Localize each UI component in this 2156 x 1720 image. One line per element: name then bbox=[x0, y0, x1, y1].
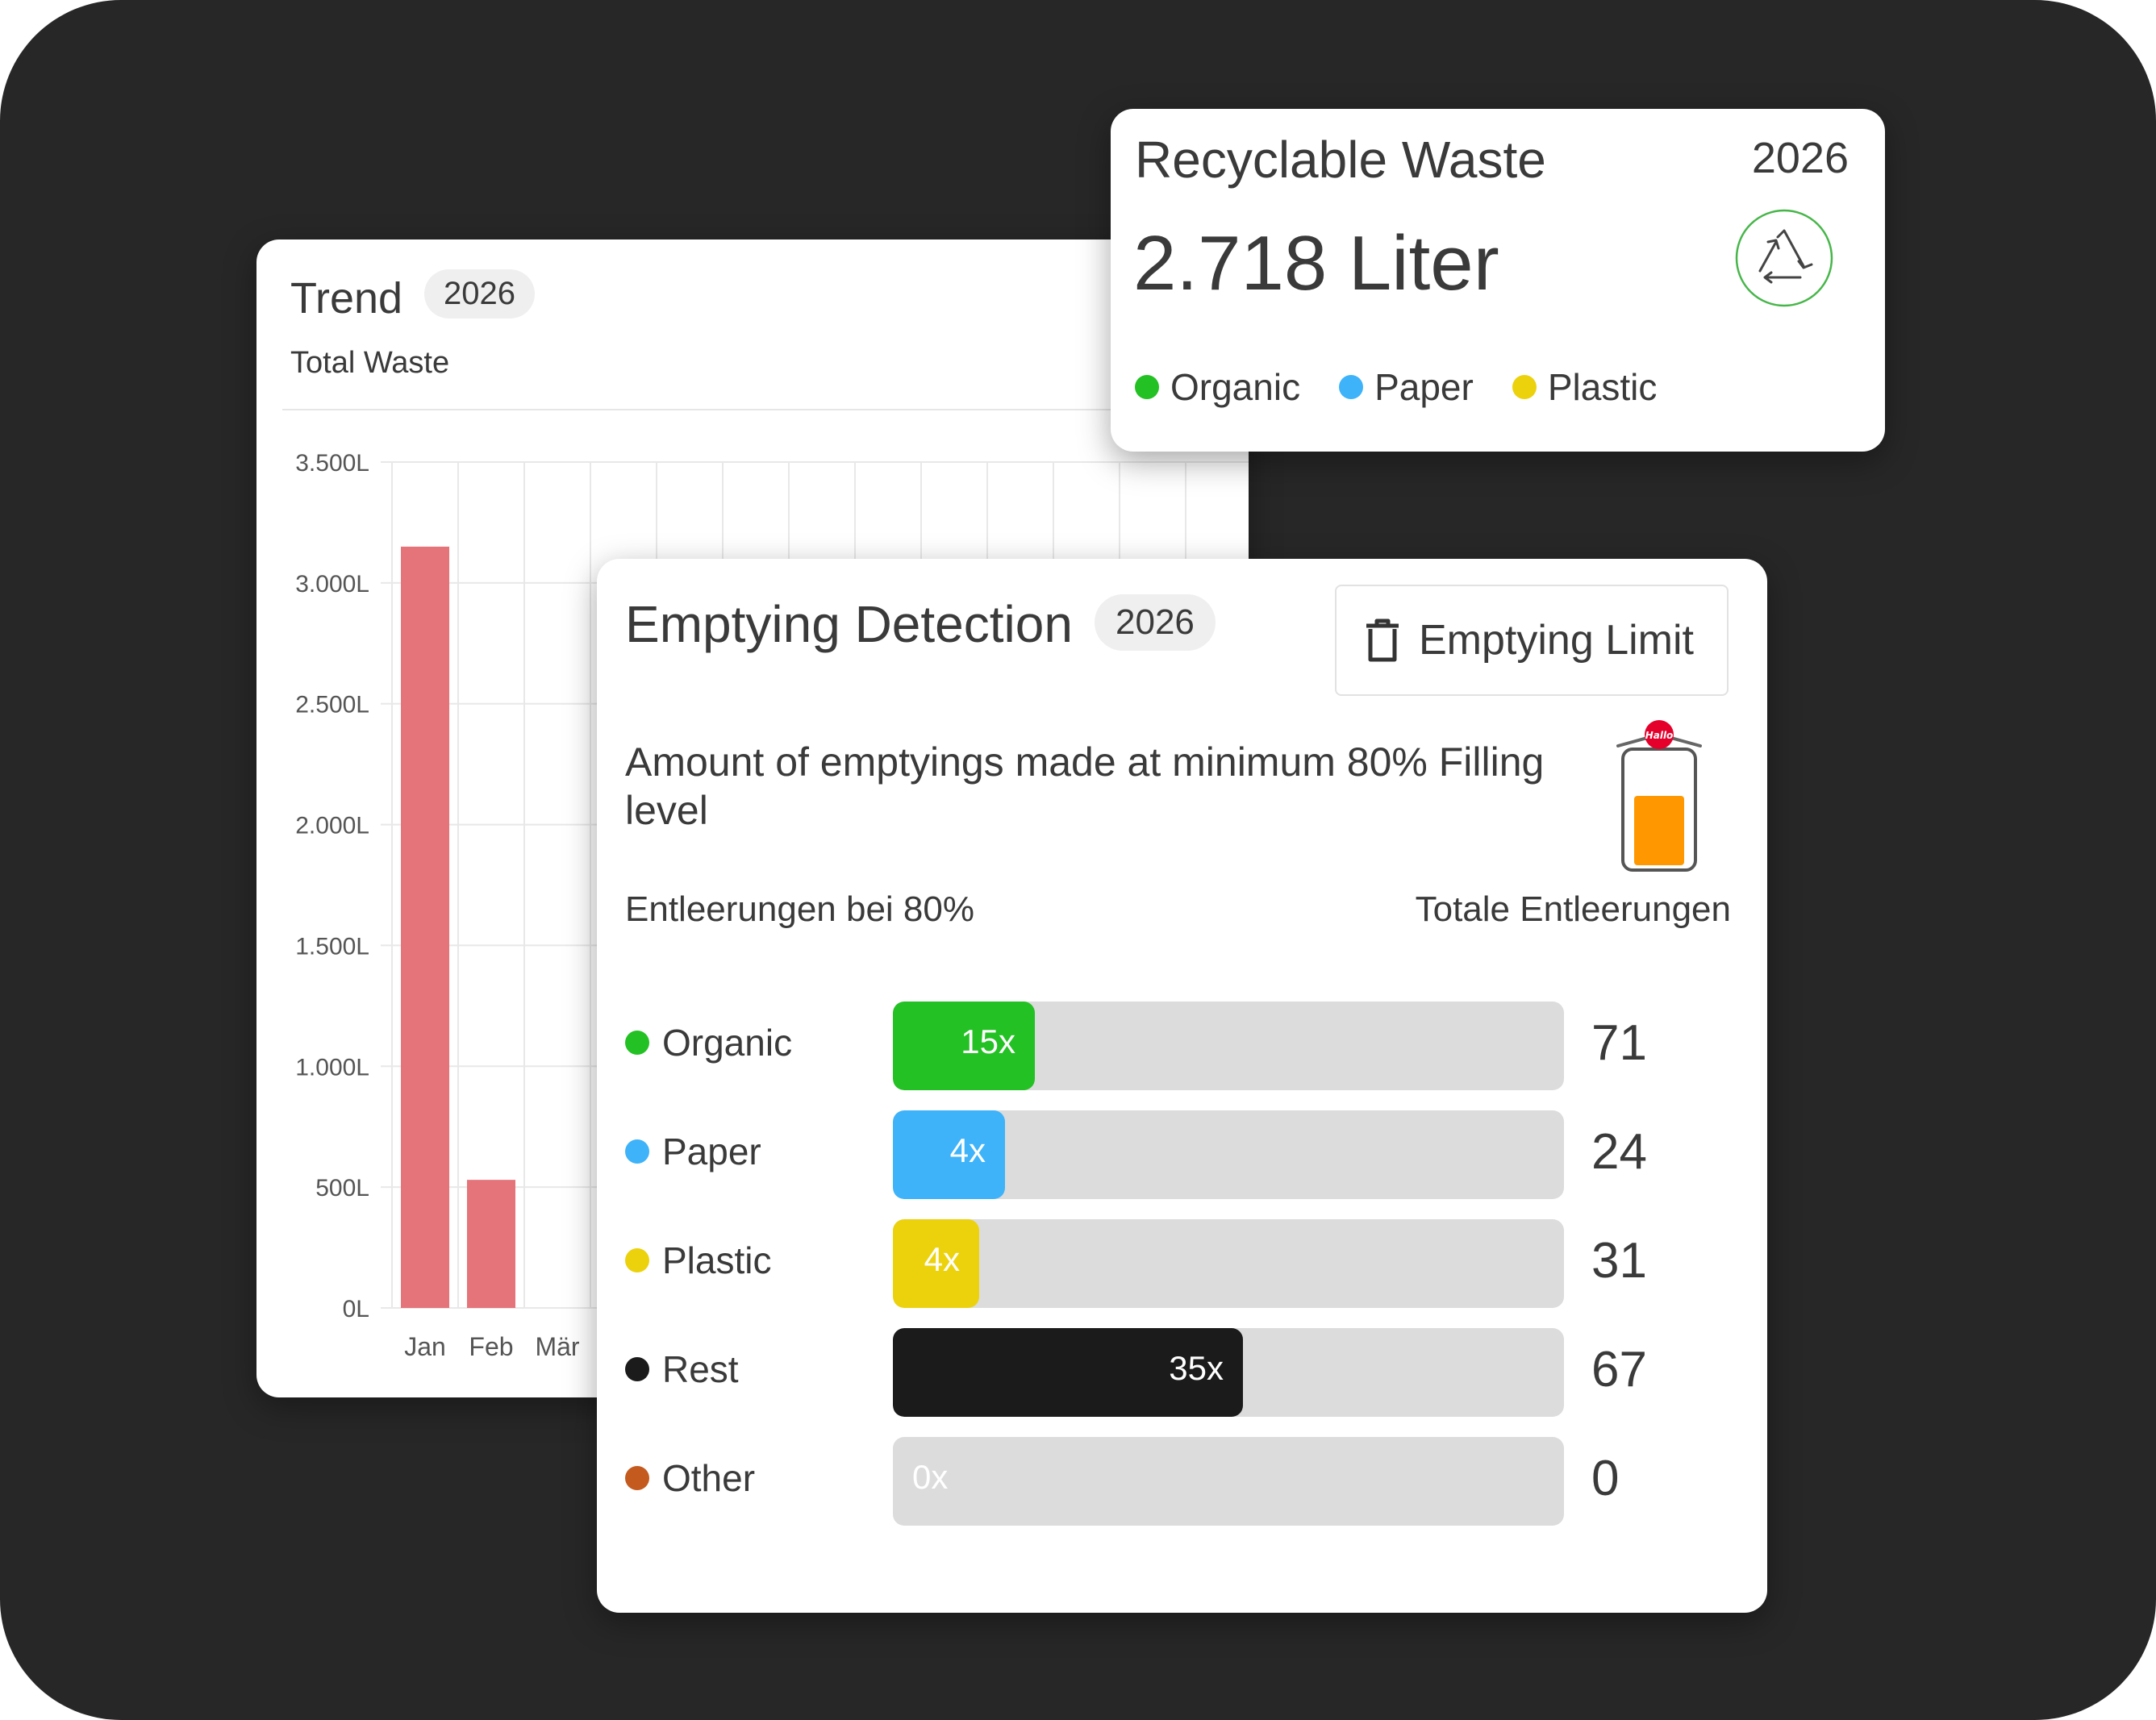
progress-fill bbox=[893, 1002, 1035, 1090]
row-label: Other bbox=[625, 1456, 755, 1500]
paper-dot bbox=[1339, 375, 1364, 399]
y-tick-label: 500L bbox=[315, 1175, 369, 1202]
emptying-row-plastic: Plastic 4x 31 bbox=[625, 1219, 1738, 1310]
row-dot bbox=[625, 1357, 649, 1381]
legend-item-plastic: Plastic bbox=[1512, 365, 1657, 409]
row-label-text: Rest bbox=[662, 1348, 739, 1390]
emptying-row-other: Other 0x 0 bbox=[625, 1437, 1738, 1527]
emptying-description: Amount of emptyings made at minimum 80% … bbox=[625, 739, 1545, 833]
trend-bar[interactable] bbox=[401, 546, 449, 1308]
recyclable-legend: Organic Paper Plastic bbox=[1135, 365, 1657, 409]
emptying-year-badge[interactable]: 2026 bbox=[1095, 594, 1216, 651]
progress-fill bbox=[893, 1328, 1243, 1417]
row-dot bbox=[625, 1139, 649, 1164]
recyclable-card: Recyclable Waste 2026 2.718 Liter Organi… bbox=[1111, 109, 1885, 452]
progress-count: 35x bbox=[1169, 1349, 1224, 1387]
x-tick-label: Jan bbox=[404, 1332, 446, 1361]
row-total: 31 bbox=[1591, 1233, 1647, 1289]
trend-divider bbox=[282, 409, 1249, 410]
label-emptyings-80: Entleerungen bei 80% bbox=[625, 889, 974, 929]
label-total-emptyings: Totale Entleerungen bbox=[1415, 889, 1731, 929]
progress-fill bbox=[893, 1110, 1005, 1199]
bin-icon: Hallo bbox=[1616, 720, 1702, 872]
y-tick-label: 2.000L bbox=[295, 813, 369, 839]
plastic-dot bbox=[1512, 375, 1537, 399]
row-total: 67 bbox=[1591, 1342, 1647, 1397]
row-label: Rest bbox=[625, 1347, 739, 1391]
row-total: 71 bbox=[1591, 1015, 1647, 1071]
row-label-text: Paper bbox=[662, 1131, 761, 1172]
progress-track[interactable]: 0x bbox=[893, 1437, 1564, 1526]
progress-track[interactable]: 15x bbox=[893, 1002, 1564, 1090]
row-total: 0 bbox=[1591, 1451, 1620, 1506]
y-tick-label: 3.000L bbox=[295, 571, 369, 598]
emptying-row-paper: Paper 4x 24 bbox=[625, 1110, 1738, 1201]
row-total: 24 bbox=[1591, 1124, 1647, 1180]
row-label: Organic bbox=[625, 1021, 792, 1064]
progress-fill bbox=[893, 1219, 979, 1308]
y-tick-label: 0L bbox=[343, 1296, 369, 1322]
emptying-limit-button[interactable]: Emptying Limit bbox=[1335, 585, 1729, 696]
y-tick-label: 3.500L bbox=[295, 450, 369, 477]
emptying-limit-label: Emptying Limit bbox=[1419, 617, 1694, 664]
legend-label: Paper bbox=[1374, 366, 1474, 408]
row-dot bbox=[625, 1466, 649, 1490]
bin-fill bbox=[1634, 796, 1684, 865]
row-label-text: Organic bbox=[662, 1022, 793, 1064]
trend-title: Trend bbox=[290, 274, 403, 323]
recycle-icon bbox=[1735, 209, 1833, 307]
x-tick-label: Mär bbox=[535, 1332, 579, 1361]
row-label: Paper bbox=[625, 1130, 761, 1173]
legend-label: Organic bbox=[1170, 366, 1301, 408]
legend-item-organic: Organic bbox=[1135, 365, 1300, 409]
bin-badge-text: Hallo bbox=[1645, 730, 1674, 741]
progress-count: 4x bbox=[924, 1240, 960, 1278]
progress-track[interactable]: 4x bbox=[893, 1219, 1564, 1308]
recyclable-value: 2.718 Liter bbox=[1133, 220, 1499, 306]
row-dot bbox=[625, 1248, 649, 1272]
trash-icon bbox=[1366, 618, 1399, 662]
trend-bar[interactable] bbox=[467, 1180, 515, 1308]
row-label-text: Other bbox=[662, 1457, 756, 1499]
row-dot bbox=[625, 1031, 649, 1055]
emptying-row-organic: Organic 15x 71 bbox=[625, 1002, 1738, 1092]
progress-track[interactable]: 35x bbox=[893, 1328, 1564, 1417]
legend-item-paper: Paper bbox=[1339, 365, 1474, 409]
progress-count: 15x bbox=[961, 1022, 1015, 1060]
row-label-text: Plastic bbox=[662, 1239, 772, 1281]
recyclable-year: 2026 bbox=[1751, 134, 1849, 182]
x-tick-label: Feb bbox=[469, 1332, 513, 1361]
emptying-title: Emptying Detection bbox=[625, 595, 1073, 653]
recyclable-title: Recyclable Waste bbox=[1135, 131, 1546, 189]
progress-count: 0x bbox=[912, 1458, 949, 1496]
emptying-row-rest: Rest 35x 67 bbox=[625, 1328, 1738, 1418]
progress-track[interactable]: 4x bbox=[893, 1110, 1564, 1199]
trend-year-badge[interactable]: 2026 bbox=[424, 269, 535, 319]
legend-label: Plastic bbox=[1547, 366, 1658, 408]
trend-subtitle: Total Waste bbox=[290, 346, 450, 380]
organic-dot bbox=[1135, 375, 1159, 399]
row-label: Plastic bbox=[625, 1239, 771, 1282]
y-tick-label: 1.000L bbox=[295, 1054, 369, 1081]
progress-count: 4x bbox=[949, 1131, 986, 1169]
y-tick-label: 1.500L bbox=[295, 933, 369, 960]
emptying-card: Emptying Detection 2026 Emptying Limit A… bbox=[597, 559, 1767, 1613]
y-tick-label: 2.500L bbox=[295, 692, 369, 718]
